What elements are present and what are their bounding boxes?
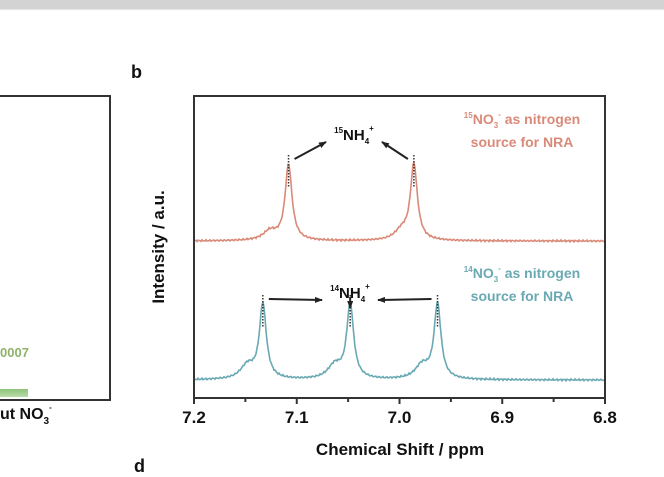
top-bar (0, 0, 664, 10)
series-label-line2-15: source for NRA (471, 134, 574, 150)
spectrum-line-15 (194, 160, 605, 244)
left-panel-xlabel: ut NO3 - (0, 403, 52, 427)
x-tick-label: 7.0 (388, 408, 412, 427)
left-panel-value-label: 0007 (0, 345, 29, 360)
series-label-line2-14: source for NRA (471, 288, 574, 304)
left-xlabel-sup: - (49, 403, 52, 412)
series-label-15: 15NO3- as nitrogen (464, 110, 580, 130)
x-axis-label: Chemical Shift / ppm (316, 440, 484, 459)
arrow (294, 141, 327, 160)
x-tick-label: 7.1 (285, 408, 309, 427)
x-tick-label: 6.8 (593, 408, 617, 427)
left-xlabel-sub: 3 (43, 416, 50, 427)
spectrum-line-14 (195, 300, 605, 383)
arrow (377, 296, 432, 303)
left-panel-frame (0, 95, 111, 401)
series-label-14: 14NO3- as nitrogen (464, 264, 580, 284)
x-tick-label: 7.2 (182, 408, 206, 427)
arrow (268, 296, 323, 303)
panel-label-d: d (134, 456, 145, 476)
nh4-annotation-14: 14NH4+ (330, 282, 370, 304)
arrow (381, 141, 409, 160)
nh4-annotation-15: 15NH4+ (334, 124, 374, 146)
panel-label-b: b (131, 62, 142, 82)
x-tick-label: 6.9 (490, 408, 514, 427)
left-panel-bar (0, 389, 28, 397)
y-axis-label: Intensity / a.u. (149, 190, 168, 303)
left-xlabel-text: ut NO (0, 406, 44, 423)
